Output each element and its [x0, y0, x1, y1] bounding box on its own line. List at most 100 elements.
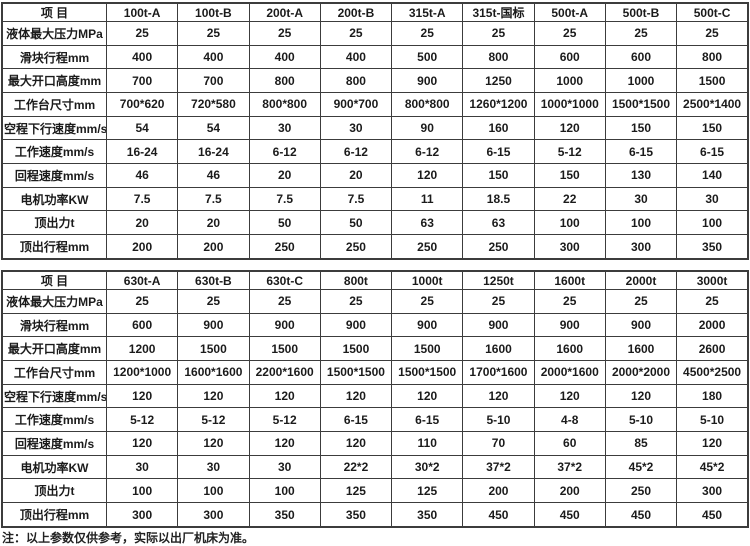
value-cell: 20 [248, 163, 321, 188]
header-row: 项 目 630t-A 630t-B 630t-C 800t 1000t 1250t 1600t… [1, 270, 749, 290]
value-cell: 25 [248, 21, 321, 46]
value-cell: 22*2 [319, 454, 393, 480]
value-cell: 25 [604, 21, 678, 46]
row-label-cell: 工作速度mm/s [1, 139, 107, 165]
value-cell: 54 [105, 115, 179, 141]
value-cell: 120 [604, 383, 678, 409]
row-label-cell: 回程速度mm/s [1, 431, 107, 456]
value-cell: 1700*1600 [462, 360, 535, 385]
value-cell: 46 [177, 163, 250, 188]
spec-table-large-tonnage: 项 目 630t-A 630t-B 630t-C 800t 1000t 1250t 1600t… [1, 270, 749, 528]
value-cell: 800 [248, 68, 321, 94]
value-cell: 25 [604, 289, 678, 314]
value-cell: 25 [533, 21, 606, 46]
value-cell: 50 [319, 210, 393, 236]
value-cell: 120 [319, 383, 393, 409]
value-cell: 30 [319, 115, 393, 141]
value-cell: 5-12 [533, 139, 606, 165]
value-cell: 1600*1600 [177, 360, 250, 385]
value-cell: 16-24 [177, 139, 250, 165]
value-cell: 450 [604, 502, 678, 528]
value-cell: 45*2 [676, 454, 749, 480]
value-cell: 100 [105, 478, 179, 504]
spec-row: 液体最大压力MPa 25 25 25 25 25 25 25 25 25 [1, 289, 749, 314]
value-cell: 30 [248, 115, 321, 141]
row-label-cell: 滑块行程mm [1, 44, 107, 70]
value-cell: 16-24 [105, 139, 179, 165]
spec-row: 工作速度mm/s 16-24 16-24 6-12 6-12 6-12 6-15 5-12 6-… [1, 139, 749, 165]
value-cell: 800*800 [248, 92, 321, 117]
value-cell: 6-15 [676, 139, 749, 165]
value-cell: 200 [105, 234, 179, 260]
value-cell: 20 [105, 210, 179, 236]
value-cell: 150 [533, 163, 606, 188]
value-cell: 20 [319, 163, 393, 188]
value-cell: 25 [177, 289, 250, 314]
value-cell: 5-12 [177, 407, 250, 433]
value-cell: 140 [676, 163, 749, 188]
value-cell: 25 [391, 21, 464, 46]
value-cell: 600 [604, 44, 678, 70]
model-header-cell: 315t-A [391, 2, 464, 22]
value-cell: 25 [319, 289, 393, 314]
value-cell: 450 [462, 502, 535, 528]
row-label-cell: 空程下行速度mm/s [1, 383, 107, 409]
spec-row: 滑块行程mm 400 400 400 400 500 800 600 600 800 [1, 44, 749, 70]
value-cell: 60 [533, 431, 606, 456]
value-cell: 120 [105, 431, 179, 456]
spec-row: 工作台尺寸mm 700*620 720*580 800*800 900*700 800*8… [1, 92, 749, 117]
model-header-cell: 630t-A [105, 270, 179, 290]
value-cell: 1500 [676, 68, 749, 94]
row-label-cell: 空程下行速度mm/s [1, 115, 107, 141]
value-cell: 2500*1400 [676, 92, 749, 117]
model-header-cell: 1600t [533, 270, 606, 290]
row-label-cell: 液体最大压力MPa [1, 289, 107, 314]
value-cell: 100 [604, 210, 678, 236]
value-cell: 45*2 [604, 454, 678, 480]
value-cell: 30*2 [391, 454, 464, 480]
value-cell: 30 [105, 454, 179, 480]
value-cell: 30 [604, 186, 678, 212]
row-label-cell: 工作台尺寸mm [1, 92, 107, 117]
value-cell: 25 [248, 289, 321, 314]
value-cell: 2200*1600 [248, 360, 321, 385]
model-header-cell: 630t-B [177, 270, 250, 290]
value-cell: 1500 [177, 336, 250, 362]
value-cell: 800 [319, 68, 393, 94]
row-label-cell: 最大开口高度mm [1, 336, 107, 362]
value-cell: 900 [604, 312, 678, 338]
model-header-cell: 500t-C [676, 2, 749, 22]
model-header-cell: 200t-A [248, 2, 321, 22]
spec-row: 顶出行程mm 200 200 250 250 250 250 300 300 350 [1, 234, 749, 260]
value-cell: 600 [105, 312, 179, 338]
value-cell: 150 [462, 163, 535, 188]
model-header-cell: 1250t [462, 270, 535, 290]
value-cell: 25 [462, 289, 535, 314]
value-cell: 180 [676, 383, 749, 409]
value-cell: 900 [533, 312, 606, 338]
value-cell: 800*800 [391, 92, 464, 117]
model-header-cell: 1000t [391, 270, 464, 290]
value-cell: 6-15 [391, 407, 464, 433]
spec-row: 工作台尺寸mm 1200*1000 1600*1600 2200*1600 1500*1… [1, 360, 749, 385]
value-cell: 90 [391, 115, 464, 141]
value-cell: 63 [462, 210, 535, 236]
value-cell: 120 [248, 431, 321, 456]
value-cell: 720*580 [177, 92, 250, 117]
spec-row: 滑块行程mm 600 900 900 900 900 900 900 900 2000 [1, 312, 749, 338]
value-cell: 900 [462, 312, 535, 338]
value-cell: 25 [105, 21, 179, 46]
value-cell: 120 [177, 383, 250, 409]
value-cell: 50 [248, 210, 321, 236]
value-cell: 125 [319, 478, 393, 504]
row-label-cell: 顶出行程mm [1, 502, 107, 528]
value-cell: 6-15 [462, 139, 535, 165]
model-header-cell: 500t-A [533, 2, 606, 22]
value-cell: 5-12 [105, 407, 179, 433]
value-cell: 1000 [604, 68, 678, 94]
value-cell: 800 [676, 44, 749, 70]
row-label-cell: 工作速度mm/s [1, 407, 107, 433]
value-cell: 30 [676, 186, 749, 212]
value-cell: 250 [248, 234, 321, 260]
